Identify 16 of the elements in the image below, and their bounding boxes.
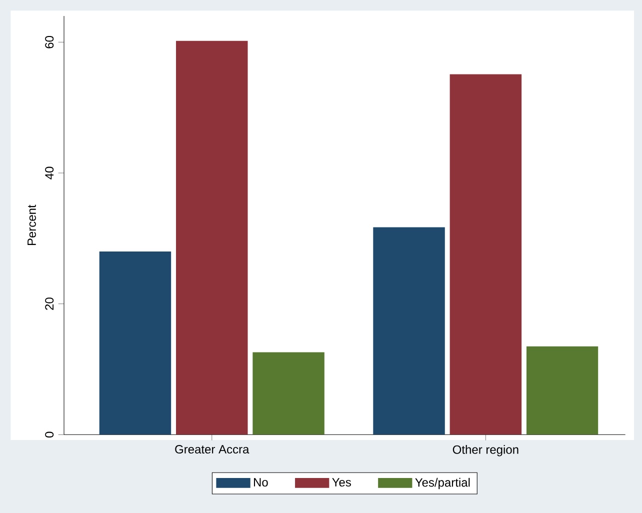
bar <box>99 251 172 435</box>
x-tick-label: Greater Accra <box>175 445 250 454</box>
y-tick-label: 0 <box>45 432 54 438</box>
bar <box>526 346 598 435</box>
bar <box>450 74 522 435</box>
legend-label: No <box>254 478 268 487</box>
y-tick-label: 40 <box>45 166 54 180</box>
y-tick-label: 20 <box>45 298 54 310</box>
x-tick-label: Other region <box>452 445 518 456</box>
bar <box>176 40 248 435</box>
bar <box>373 227 445 435</box>
legend-label: Yes/partial <box>415 478 470 490</box>
legend-label: Yes <box>332 478 351 487</box>
bar <box>252 352 324 435</box>
y-axis-title: Percent <box>28 204 36 246</box>
y-tick-label: 60 <box>45 36 54 48</box>
